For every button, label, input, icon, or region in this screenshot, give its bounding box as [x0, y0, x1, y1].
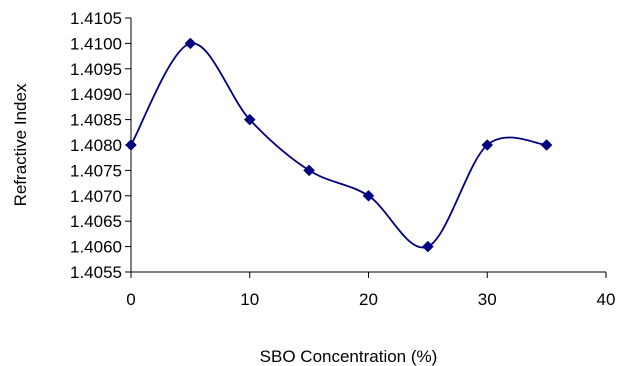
- y-tick-label: 1.4075: [70, 161, 122, 180]
- x-tick-label: 30: [478, 290, 497, 309]
- y-tick-label: 1.4095: [70, 60, 122, 79]
- y-tick-label: 1.4085: [70, 111, 122, 130]
- y-tick-label: 1.4105: [70, 9, 122, 28]
- data-point-marker: [540, 139, 553, 151]
- y-tick-label: 1.4065: [70, 212, 122, 231]
- y-tick-label: 1.4055: [70, 263, 122, 282]
- data-point-marker: [362, 189, 375, 202]
- y-tick-label: 1.4070: [70, 187, 122, 206]
- y-axis-title: Refractive Index: [11, 83, 30, 206]
- data-point-marker: [125, 139, 137, 151]
- x-tick-label: 10: [240, 290, 259, 309]
- x-tick-label: 40: [597, 290, 616, 309]
- y-tick-label: 1.4090: [70, 85, 122, 104]
- y-axis: 1.4055 1.4060 1.4065 1.4070 1.4075 1.4080 1.40…: [70, 9, 132, 282]
- data-point-marker: [481, 139, 494, 151]
- y-tick-label: 1.4060: [70, 238, 122, 257]
- x-axis: 0 10 20 30 40: [126, 271, 616, 309]
- data-point-marker: [184, 37, 197, 50]
- data-point-marker: [422, 240, 434, 253]
- data-point-marker: [243, 113, 256, 126]
- y-tick-label: 1.4100: [70, 34, 122, 53]
- y-tick-label: 1.4080: [70, 136, 122, 155]
- x-tick-label: 0: [126, 290, 135, 309]
- series-group: [125, 37, 553, 253]
- x-tick-label: 20: [359, 290, 378, 309]
- x-axis-title: SBO Concentration (%): [260, 347, 438, 366]
- data-point-marker: [303, 164, 315, 177]
